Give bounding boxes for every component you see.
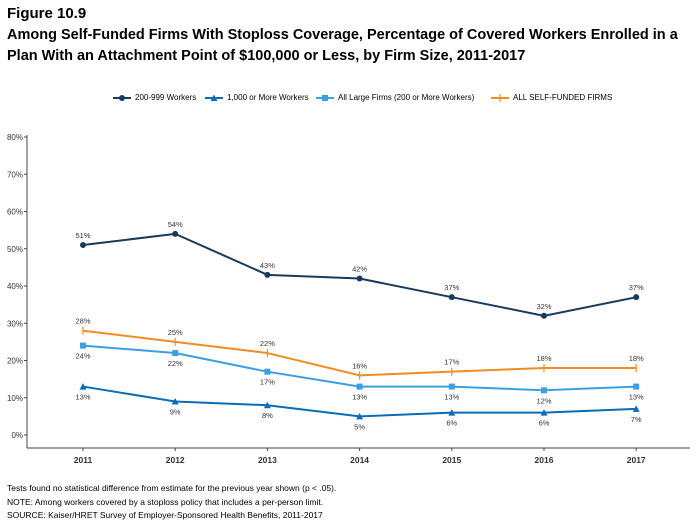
data-label: 6% — [446, 419, 457, 428]
note-population: NOTE: Among workers covered by a stoplos… — [7, 496, 324, 507]
line-chart: 0% 10% 20% 30% 40% 50% 60% 70% 80% 2011 2012 2013 20… — [7, 133, 690, 465]
data-label: 22% — [260, 339, 275, 348]
figure-title: Among Self-Funded Firms With Stoploss Co… — [7, 27, 678, 64]
data-label: 28% — [75, 317, 90, 326]
y-tick-label: 40% — [7, 282, 23, 291]
data-point — [264, 271, 271, 278]
data-label: 42% — [352, 265, 367, 274]
data-label: 54% — [168, 220, 183, 229]
y-tick-label: 30% — [7, 319, 23, 328]
x-tick-label: 2017 — [627, 455, 646, 465]
data-label: 12% — [536, 396, 551, 405]
data-point — [632, 405, 640, 412]
y-tick-label: 20% — [7, 357, 23, 366]
data-label: 22% — [168, 359, 183, 368]
note-significance: Tests found no statistical difference fr… — [7, 483, 337, 493]
x-tick-label: 2012 — [166, 455, 185, 465]
data-label: 51% — [75, 231, 90, 240]
data-point — [448, 383, 455, 390]
y-tick-label: 10% — [7, 394, 23, 403]
data-label: 5% — [354, 422, 365, 431]
legend-label: All Large Firms (200 or More Workers) — [338, 93, 475, 102]
data-point — [79, 383, 87, 390]
y-tick-label: 0% — [11, 431, 23, 440]
data-label: 37% — [444, 283, 459, 292]
data-label: 32% — [536, 302, 551, 311]
data-label: 18% — [629, 354, 644, 363]
data-label: 17% — [444, 358, 459, 367]
data-point — [633, 383, 640, 390]
data-label: 16% — [352, 361, 367, 370]
data-label: 13% — [444, 393, 459, 402]
note-source: SOURCE: Kaiser/HRET Survey of Employer-S… — [7, 510, 323, 520]
data-point — [448, 294, 455, 301]
data-point — [356, 412, 364, 420]
x-tick-label: 2013 — [258, 455, 277, 465]
data-point — [541, 312, 547, 319]
data-point — [172, 230, 179, 237]
data-point — [356, 383, 363, 390]
figure-notes: Tests found no statistical difference fr… — [7, 482, 336, 523]
data-label: 8% — [262, 411, 273, 420]
legend-marker-triangle-icon — [205, 94, 223, 101]
data-point — [633, 294, 640, 301]
x-tick-label: 2011 — [74, 455, 93, 465]
y-tick-label: 70% — [7, 170, 23, 179]
data-label: 6% — [539, 419, 550, 428]
data-point — [448, 409, 456, 416]
data-point — [264, 368, 271, 375]
data-point — [171, 397, 179, 405]
data-label: 37% — [629, 283, 644, 292]
data-point — [541, 387, 547, 394]
legend-label: 200-999 Workers — [135, 93, 197, 102]
data-label: 9% — [170, 407, 181, 416]
data-point — [80, 242, 86, 249]
x-tick-label: 2014 — [350, 455, 369, 465]
figure-label: Figure 10.9 — [7, 5, 87, 22]
data-label: 13% — [352, 393, 367, 402]
data-label: 24% — [75, 352, 90, 361]
x-tick-label: 2015 — [442, 455, 461, 465]
y-tick-label: 50% — [7, 245, 23, 254]
data-label: 18% — [536, 354, 551, 363]
series-line — [82, 232, 637, 317]
legend-marker-plus-icon — [491, 94, 509, 102]
data-label: 7% — [631, 415, 642, 424]
legend-marker-square-icon — [316, 95, 334, 101]
y-tick-label: 60% — [7, 208, 23, 217]
legend-label: ALL SELF-FUNDED FIRMS — [513, 93, 613, 102]
legend-marker-circle-icon — [113, 95, 131, 101]
data-label: 25% — [168, 328, 183, 337]
data-label: 13% — [75, 393, 90, 402]
data-point — [540, 409, 548, 416]
data-label: 43% — [260, 261, 275, 270]
chart-legend: 200-999 Workers 1,000 or More Workers Al… — [0, 91, 698, 105]
data-point — [80, 342, 86, 349]
data-point — [356, 275, 363, 282]
x-tick-label: 2016 — [535, 455, 554, 465]
y-tick-label: 80% — [7, 133, 23, 142]
data-label: 17% — [260, 378, 275, 387]
legend-label: 1,000 or More Workers — [227, 93, 309, 102]
data-point — [172, 350, 179, 357]
data-label: 13% — [629, 393, 644, 402]
data-point — [263, 401, 271, 409]
